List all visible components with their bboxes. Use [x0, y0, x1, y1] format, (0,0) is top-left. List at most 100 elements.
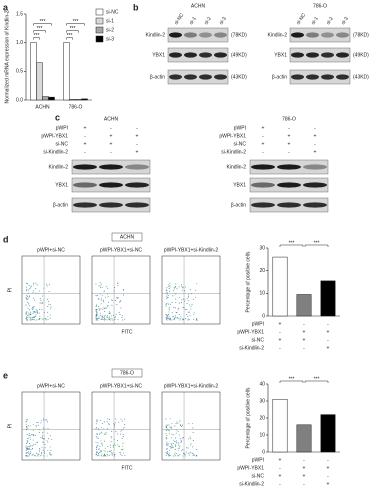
flow-dot [43, 451, 45, 453]
flow-dot [172, 443, 174, 445]
flow-dot [113, 287, 115, 289]
flow-dot [41, 441, 43, 443]
condition-sign: + [303, 465, 306, 471]
lane-label: si-3 [218, 16, 228, 26]
flow-dot [36, 310, 38, 312]
flow-dot [166, 291, 168, 293]
flow-dot [39, 317, 41, 319]
flow-dot [122, 452, 124, 454]
flow-dot [31, 434, 33, 436]
flow-dot [33, 316, 35, 318]
flow-dot [167, 454, 169, 456]
flow-dot [35, 441, 37, 443]
flow-dot [116, 303, 118, 305]
sig-bracket [33, 23, 52, 26]
flow-dot [175, 311, 177, 313]
flow-dot [38, 312, 40, 314]
flow-dot [34, 311, 36, 313]
flow-dot [28, 434, 30, 436]
band-size: (49KD) [353, 52, 369, 58]
flow-dot [166, 295, 168, 297]
flow-dot [193, 313, 195, 315]
legend-label: si-1 [106, 18, 114, 24]
flow-dot [195, 448, 197, 450]
flow-dot [189, 304, 191, 306]
flow-dot [178, 314, 180, 316]
flow-dot [103, 301, 105, 303]
flow-dot [43, 287, 45, 289]
flow-plot-title: pWPI-YBX1+si-NC [100, 383, 142, 389]
flow-dot [168, 318, 170, 320]
flow-dot [103, 290, 105, 292]
flow-dot [168, 454, 170, 456]
condition-sign: - [288, 125, 290, 131]
condition-sign: + [327, 345, 330, 351]
blot-band [306, 32, 319, 38]
flow-dot [186, 297, 188, 299]
flow-dot [171, 427, 173, 429]
flow-dot [95, 428, 97, 430]
flow-dot [103, 455, 105, 457]
flow-dot [110, 449, 112, 451]
bar [48, 96, 55, 101]
flow-dot [30, 451, 32, 453]
flow-dot [95, 423, 97, 425]
flow-dot [177, 309, 179, 311]
blot-band [125, 164, 149, 170]
flow-dot [26, 437, 28, 439]
flow-dot [36, 284, 38, 286]
flow-dot [181, 425, 183, 427]
flow-dot [175, 437, 177, 439]
flow-dot [101, 319, 103, 321]
condition-sign: - [136, 141, 138, 147]
flow-dot [165, 426, 167, 428]
flow-dot [29, 445, 31, 447]
flow-dot [186, 309, 188, 311]
flow-dot [32, 434, 34, 436]
flow-dot [29, 435, 31, 437]
flow-dot [195, 289, 197, 291]
flow-dot [165, 305, 167, 307]
flow-dot [185, 455, 187, 457]
flow-dot [124, 455, 126, 457]
flow-dot [32, 297, 34, 299]
flow-dot [101, 427, 103, 429]
condition-sign: + [262, 141, 265, 147]
condition-sign: + [314, 149, 317, 155]
flow-dot [122, 435, 124, 437]
flow-dot [45, 319, 47, 321]
flow-dot [192, 455, 194, 457]
flow-dot [166, 316, 168, 318]
flow-dot [196, 319, 198, 321]
flow-dot [165, 452, 167, 454]
blot-strip [289, 47, 351, 63]
flow-dot [47, 316, 49, 318]
condition-sign: + [303, 329, 306, 335]
flow-dot [42, 436, 44, 438]
flow-dot [173, 287, 175, 289]
flow-dot [25, 454, 27, 456]
flow-dot [170, 446, 172, 448]
y-axis-label: Percentage of positive cells [245, 251, 251, 312]
band-name: YBX1 [152, 52, 165, 58]
flow-dot [114, 319, 116, 321]
blot-strip [289, 69, 351, 85]
flow-dot [104, 433, 106, 435]
flow-dot [33, 319, 35, 321]
blot-band [214, 74, 227, 80]
condition-sign: - [262, 149, 264, 155]
flow-dot [25, 311, 27, 313]
flow-dot [42, 441, 44, 443]
flow-dot [106, 421, 108, 423]
sig-bracket [33, 30, 46, 33]
flow-dot [169, 319, 171, 321]
flow-dot [104, 310, 106, 312]
flow-dot [114, 317, 116, 319]
flow-dot [167, 296, 169, 298]
flow-dot [38, 454, 40, 456]
flow-dot [168, 308, 170, 310]
flow-dot [32, 424, 34, 426]
condition-sign: + [327, 329, 330, 335]
blot-band [73, 202, 97, 208]
blot-band [291, 32, 304, 38]
